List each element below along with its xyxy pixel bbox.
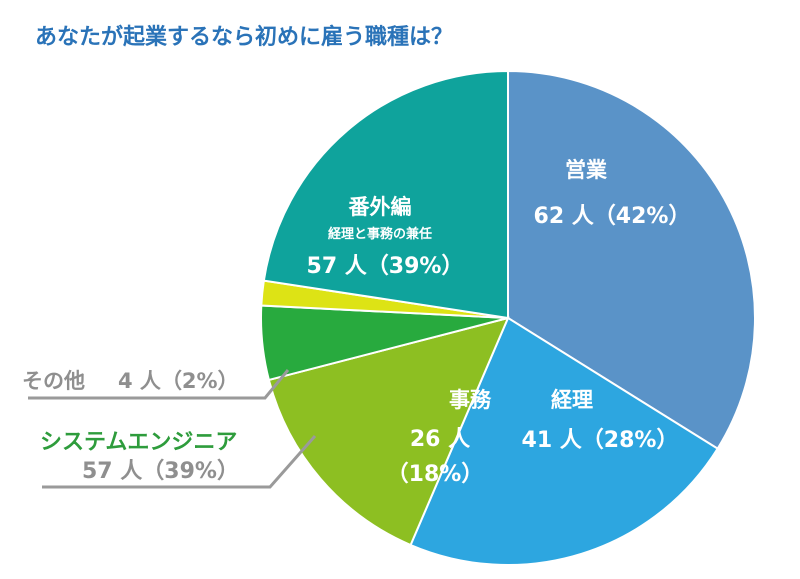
chart-title: あなたが起業するなら初めに雇う職種は？ [35, 24, 453, 50]
slice-label-sales-value: 62 人（42%） [534, 204, 691, 229]
slice-label-other-value: 4 人（2%） [118, 369, 239, 393]
slice-label-other-name: その他 [22, 369, 85, 393]
leader-line-other [28, 369, 290, 400]
slice-label-system-engineer-value: 57 人（39%） [82, 459, 239, 484]
leader-line-system-engineer [42, 435, 317, 489]
slice-label-extra-value: 57 人（39%） [307, 254, 464, 279]
slice-label-office-name: 事務 [449, 388, 492, 412]
pie-slice-sales [507, 69, 756, 451]
pie-slice-extra [262, 69, 509, 320]
slice-label-accounting-name: 経理 [551, 388, 593, 412]
pie-slices [260, 69, 756, 566]
slice-label-system-engineer-name: システムエンジニア [40, 430, 237, 455]
pie-slice-accounting [409, 316, 719, 566]
slice-label-office-count: 26 人 [410, 427, 470, 452]
slice-label-accounting-value: 41 人（28%） [522, 428, 679, 453]
pie-slice-office [267, 316, 510, 547]
slice-label-extra-sub: 経理と事務の兼任 [328, 226, 432, 242]
slice-label-office-pct: （18%） [387, 462, 484, 487]
slice-label-extra-name: 番外編 [348, 195, 412, 219]
slice-label-sales-name: 営業 [565, 158, 608, 182]
